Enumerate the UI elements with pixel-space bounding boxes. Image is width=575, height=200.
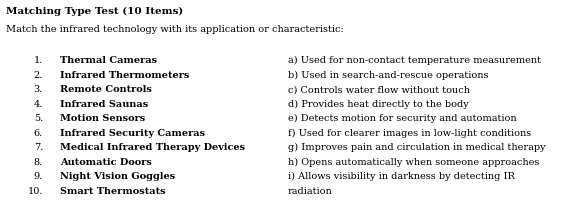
Text: 8.: 8.	[34, 157, 43, 166]
Text: 6.: 6.	[34, 128, 43, 137]
Text: 5.: 5.	[34, 114, 43, 123]
Text: c) Controls water flow without touch: c) Controls water flow without touch	[288, 85, 470, 94]
Text: d) Provides heat directly to the body: d) Provides heat directly to the body	[288, 99, 468, 108]
Text: 1.: 1.	[34, 56, 43, 65]
Text: 4.: 4.	[34, 99, 43, 108]
Text: Medical Infrared Therapy Devices: Medical Infrared Therapy Devices	[60, 142, 246, 151]
Text: Infrared Thermometers: Infrared Thermometers	[60, 70, 190, 79]
Text: Motion Sensors: Motion Sensors	[60, 114, 145, 123]
Text: 3.: 3.	[34, 85, 43, 94]
Text: g) Improves pain and circulation in medical therapy: g) Improves pain and circulation in medi…	[288, 142, 545, 151]
Text: f) Used for clearer images in low-light conditions: f) Used for clearer images in low-light …	[288, 128, 531, 137]
Text: 2.: 2.	[34, 70, 43, 79]
Text: 9.: 9.	[34, 171, 43, 180]
Text: 7.: 7.	[34, 142, 43, 151]
Text: Infrared Security Cameras: Infrared Security Cameras	[60, 128, 205, 137]
Text: Thermal Cameras: Thermal Cameras	[60, 56, 158, 65]
Text: Smart Thermostats: Smart Thermostats	[60, 186, 166, 195]
Text: 10.: 10.	[28, 186, 43, 195]
Text: Night Vision Goggles: Night Vision Goggles	[60, 171, 175, 180]
Text: radiation: radiation	[288, 186, 332, 195]
Text: Infrared Saunas: Infrared Saunas	[60, 99, 148, 108]
Text: Match the infrared technology with its application or characteristic:: Match the infrared technology with its a…	[6, 25, 343, 34]
Text: b) Used in search-and-rescue operations: b) Used in search-and-rescue operations	[288, 70, 488, 79]
Text: h) Opens automatically when someone approaches: h) Opens automatically when someone appr…	[288, 157, 539, 166]
Text: i) Allows visibility in darkness by detecting IR: i) Allows visibility in darkness by dete…	[288, 171, 515, 180]
Text: Remote Controls: Remote Controls	[60, 85, 152, 94]
Text: e) Detects motion for security and automation: e) Detects motion for security and autom…	[288, 114, 516, 123]
Text: Matching Type Test (10 Items): Matching Type Test (10 Items)	[6, 7, 183, 16]
Text: a) Used for non-contact temperature measurement: a) Used for non-contact temperature meas…	[288, 56, 540, 65]
Text: Automatic Doors: Automatic Doors	[60, 157, 152, 166]
